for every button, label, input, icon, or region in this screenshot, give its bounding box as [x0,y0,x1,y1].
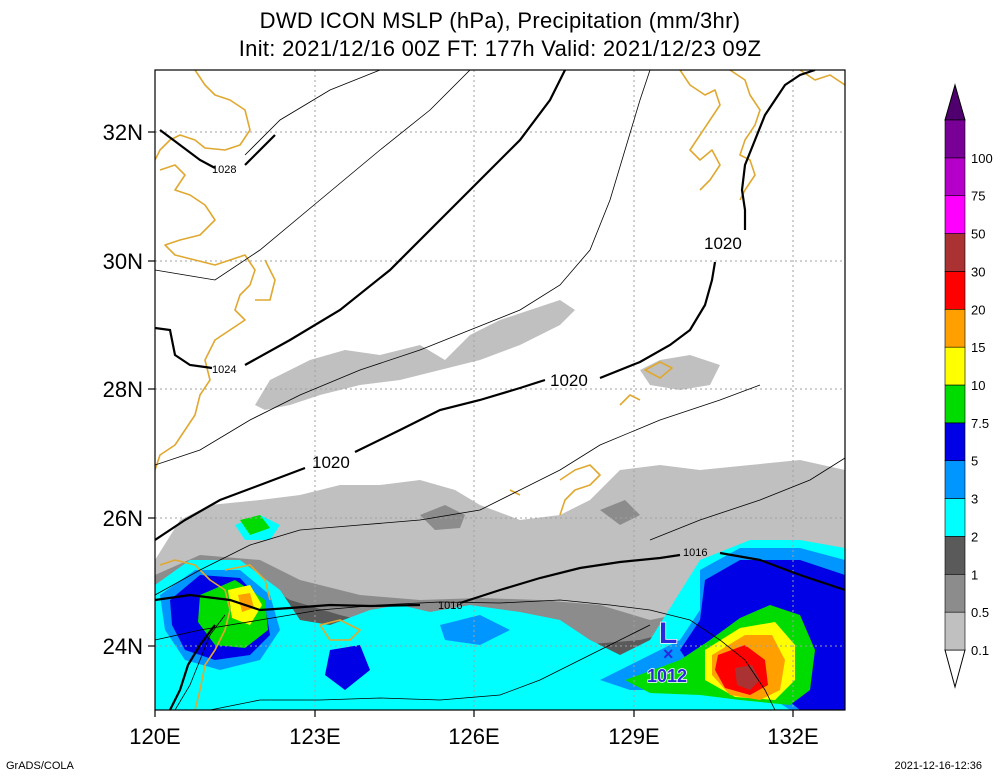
colorbar-segment [944,233,966,272]
lon-label-126e: 126E [448,724,499,749]
isobar-labels: 1028 1024 1020 1020 1020 1016 1016 [212,164,742,612]
low-marker-icon: × [663,644,674,664]
lat-labels: 32N 30N 28N 26N 24N [103,120,143,659]
colorbar-segment [944,422,966,462]
colorbar-label: 30 [971,264,985,279]
lat-label-28n: 28N [103,377,143,402]
axis-ticks [148,131,794,717]
colorbar-segment [944,536,966,575]
isobar-label-1016-b: 1016 [438,600,462,612]
colorbar-label: 50 [971,227,985,242]
colorbar-label: 2 [971,529,978,544]
low-symbol: L [659,617,677,650]
colorbar-segment [944,384,966,424]
lat-label-24n: 24N [103,634,143,659]
lon-label-120e: 120E [129,724,180,749]
low-pressure-center: L × 1012 [646,616,688,687]
colorbar-segment [944,271,966,310]
lat-label-30n: 30N [103,249,143,274]
colorbar-segment [944,195,966,234]
colorbar-label: 0.5 [971,605,989,620]
map-title: DWD ICON MSLP (hPa), Precipitation (mm/3… [259,8,741,33]
colorbar-label: 7.5 [971,416,989,431]
colorbar-label: 15 [971,340,985,355]
lat-label-26n: 26N [103,506,143,531]
colorbar-top-arrow [944,83,966,121]
precip-colorbar: 0.1 0.5 1 2 3 5 7.5 10 15 20 30 50 75 100 [944,83,993,689]
isobar-label-1024: 1024 [212,364,236,376]
footer-timestamp: 2021-12-16-12:36 [894,760,982,772]
colorbar-segment [944,346,966,386]
plot-area: 1028 1024 1020 1020 1020 1016 1016 L × 1… [155,70,845,710]
lon-labels: 120E 123E 126E 129E 132E [129,724,818,749]
lon-label-129e: 129E [608,724,659,749]
plot-frame [154,69,846,711]
colorbar-label: 1 [971,567,978,582]
isobar-label-1020-b: 1020 [550,371,588,390]
isobar-label-1020-a: 1020 [312,453,350,472]
colorbar-label: 100 [971,151,993,166]
graticule [155,70,845,710]
colorbar-segment [944,308,966,348]
lat-label-32n: 32N [103,120,143,145]
colorbar-label: 5 [971,454,978,469]
colorbar-bottom-arrow [944,649,966,689]
colorbar-label: 3 [971,492,978,507]
colorbar-segment [944,460,966,499]
isobar-label-1020-c: 1020 [704,234,742,253]
low-pressure-value: 1012 [647,666,687,686]
footer-credit: GrADS/COLA [6,760,74,772]
colorbar-segment [944,498,966,537]
colorbar-segment [944,119,966,159]
colorbar-label: 0.1 [971,643,989,658]
colorbar-segment [944,157,966,197]
isobar-label-1016-a: 1016 [683,547,707,559]
precip-brown [735,665,760,690]
isobar-label-1028: 1028 [212,164,236,176]
lon-label-132e: 132E [767,724,818,749]
isobars-thick [155,70,845,710]
coastline [155,70,845,710]
colorbar-segment [944,573,966,613]
colorbar-label: 75 [971,189,985,204]
lon-label-123e: 123E [289,724,340,749]
map-subtitle: Init: 2021/12/16 00Z FT: 177h Valid: 202… [238,36,762,61]
isobars-thin [155,70,845,710]
colorbar-segment [944,611,966,651]
colorbar-label: 20 [971,302,985,317]
colorbar-label: 10 [971,378,985,393]
